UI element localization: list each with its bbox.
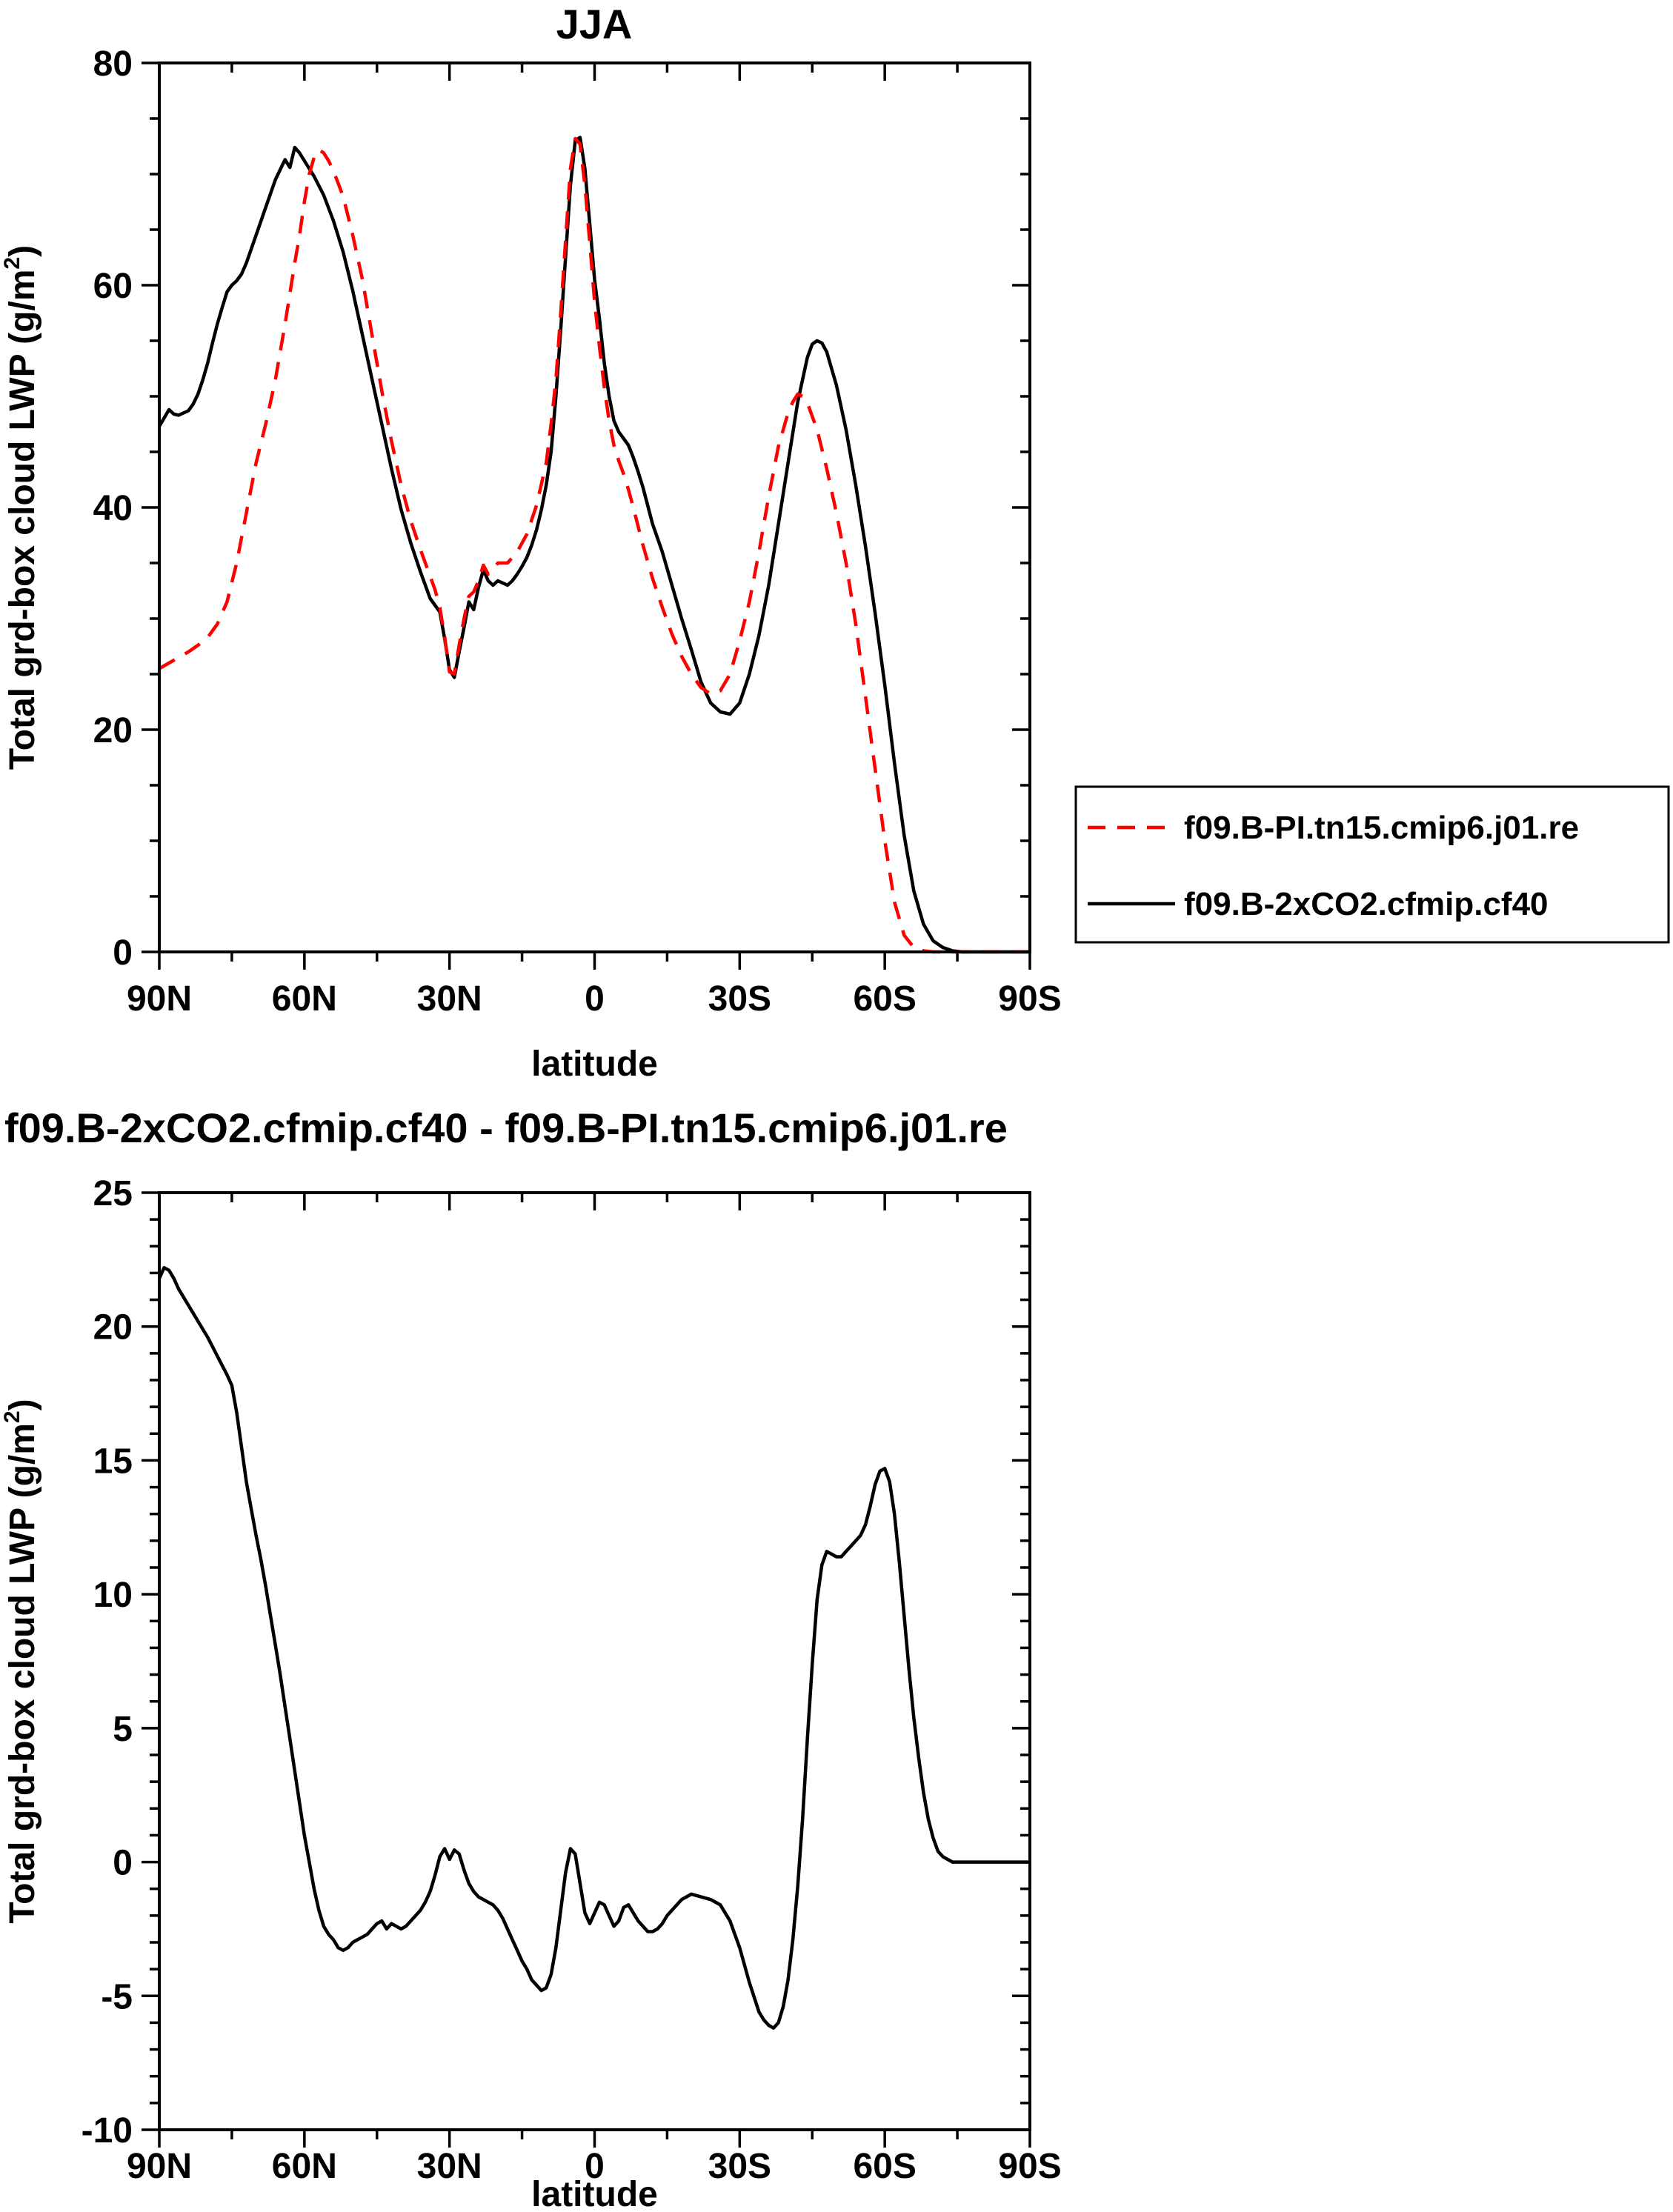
jja-lwp-chart: 90N 60N 30N 0 30S 60S 90S 0 20 40 60 80 JJA latitude T…	[0, 1, 1670, 1084]
y-tick-label: -5	[101, 1977, 133, 2016]
y-tick-label: 60	[93, 267, 133, 306]
x-tick-label: 60N	[272, 2147, 337, 2186]
y-tick-label: 20	[93, 1308, 133, 1347]
legend-label-1: f09.B-2xCO2.cfmip.cf40	[1184, 886, 1549, 922]
plot-curves	[157, 1265, 1030, 2030]
y-tick-label: 15	[93, 1442, 133, 1481]
axis-ticks	[142, 1191, 1031, 2148]
x-tick-label: 90N	[127, 979, 192, 1019]
x-axis-label: latitude	[531, 2175, 658, 2212]
x-tick-label: 30N	[417, 2147, 482, 2186]
y-tick-label: 40	[93, 489, 133, 528]
difference-lwp-chart: 90N 60N 30N 0 30S 60S 90S -10 -5 0 5 10 15 20 25 f09.B-…	[0, 1104, 1673, 2212]
x-tick-label: 90S	[998, 979, 1061, 1019]
y-axis-label: Total grd-box cloud LWP (g/m2)	[0, 1399, 42, 1923]
legend-box	[1074, 785, 1670, 944]
legend-label-0: f09.B-PI.tn15.cmip6.j01.re	[1184, 810, 1579, 846]
chart-title: f09.B-2xCO2.cfmip.cf40 - f09.B-PI.tn15.c…	[4, 1105, 1008, 1151]
x-tick-label: 90S	[998, 2147, 1061, 2186]
x-tick-label: 30N	[417, 979, 482, 1019]
x-tick-label: 90N	[127, 2147, 192, 2186]
y-tick-label: 25	[93, 1174, 133, 1213]
x-tick-label: 60N	[272, 979, 337, 1019]
difference-lwp-svg: 90N 60N 30N 0 30S 60S 90S -10 -5 0 5 10 15 20 25 f09.B-…	[0, 1105, 1062, 2212]
jja-lwp-svg: 90N 60N 30N 0 30S 60S 90S 0 20 40 60 80 JJA latitude T…	[0, 1, 1670, 1084]
y-tick-label: 5	[113, 1710, 133, 1749]
series-line-1	[158, 136, 1030, 954]
x-tick-label: 0	[585, 2147, 605, 2186]
series-line-0	[158, 136, 1030, 954]
plot-border	[158, 1191, 1031, 2131]
y-tick-label: -10	[82, 2111, 133, 2151]
y-tick-label: 0	[113, 933, 133, 973]
series-line-0	[157, 1265, 1030, 2030]
x-tick-label: 60S	[853, 979, 916, 1019]
plot-curves	[158, 136, 1030, 954]
x-tick-label: 30S	[708, 979, 771, 1019]
chart-title: JJA	[556, 1, 633, 47]
plot-border	[158, 61, 1031, 953]
y-axis-label: Total grd-box cloud LWP (g/m2)	[0, 245, 42, 770]
x-tick-label: 0	[585, 979, 605, 1019]
y-tick-label: 80	[93, 44, 133, 84]
y-tick-label: 20	[93, 711, 133, 750]
x-tick-label: 60S	[853, 2147, 916, 2186]
x-tick-label: 30S	[708, 2147, 771, 2186]
y-tick-label: 10	[93, 1576, 133, 1615]
y-tick-label: 0	[113, 1844, 133, 1883]
x-axis-label: latitude	[531, 1045, 658, 1084]
